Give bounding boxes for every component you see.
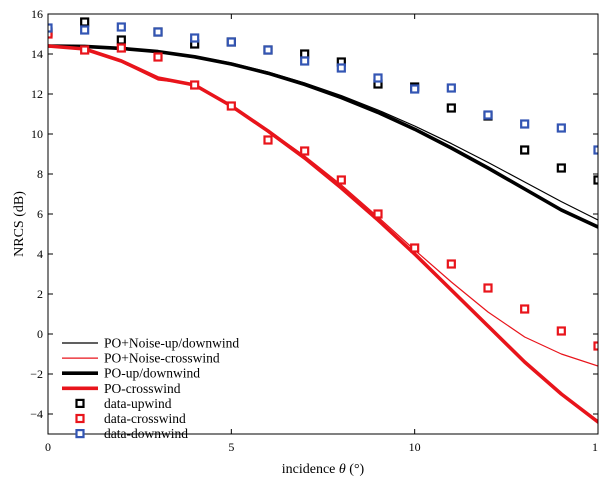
data-upwind-point [593, 175, 598, 185]
legend-entry-po-crosswind: PO-crosswind [62, 381, 181, 396]
axes-frame [47, 13, 599, 435]
y-tick-label: 0 [37, 327, 43, 341]
data-crosswind-point [226, 101, 236, 111]
data-downwind-point [300, 56, 310, 66]
data-downwind-point [153, 27, 163, 37]
data-crosswind-point [410, 243, 420, 253]
legend-label: PO-crosswind [104, 381, 181, 396]
data-upwind-point [556, 163, 566, 173]
data-downwind-point [593, 145, 598, 155]
x-tick-label: 0 [45, 440, 51, 454]
data-crosswind-point [153, 52, 163, 62]
y-tick-label: 4 [37, 247, 43, 261]
x-axis-label-prefix: incidence [282, 462, 339, 477]
data-downwind-point [336, 63, 346, 73]
legend-label: data-crosswind [104, 411, 186, 426]
data-downwind-point [410, 84, 420, 94]
legend-entry-data-upwind: data-upwind [75, 396, 172, 411]
data-crosswind-point [556, 326, 566, 336]
data-downwind-point [263, 45, 273, 55]
legend-entry-po-noise-up-downwind: PO+Noise-up/downwind [62, 336, 239, 351]
data-crosswind-point [520, 304, 530, 314]
data-downwind-point [48, 23, 53, 33]
data-downwind-point [226, 37, 236, 47]
data-crosswind-point [300, 146, 310, 156]
data-downwind-markers [48, 22, 598, 155]
data-crosswind-point [48, 29, 53, 39]
x-axis-label: incidence θ (°) [282, 462, 365, 477]
data-crosswind-point [336, 175, 346, 185]
data-downwind-point [446, 83, 456, 93]
data-downwind-point [190, 33, 200, 43]
data-upwind-point [520, 145, 530, 155]
x-axis-label-suffix: (°) [346, 462, 365, 477]
data-crosswind-point [373, 209, 383, 219]
x-axis-label-symbol: θ [339, 462, 346, 477]
y-tick-label: 2 [37, 287, 43, 301]
legend-swatch-marker [75, 398, 85, 408]
axes-box [47, 13, 599, 435]
po-up-downwind-line [48, 44, 598, 229]
plot-background [48, 14, 598, 434]
data-crosswind-point [593, 341, 598, 351]
data-crosswind-markers [48, 29, 598, 351]
y-tick-label: 8 [37, 167, 43, 181]
legend-label: PO-up/downwind [104, 366, 200, 381]
data-downwind-point [80, 25, 90, 35]
data-downwind-point [116, 22, 126, 32]
tick-layer: 0 5 10 1 −4 −2 0 2 4 6 8 10 12 14 16 [30, 7, 599, 454]
data-crosswind-point [116, 43, 126, 53]
legend-entry-data-downwind: data-downwind [75, 426, 188, 441]
y-tick-label: 10 [31, 127, 43, 141]
x-tick-label: 1 [592, 440, 598, 454]
y-tick-label: −2 [30, 367, 43, 381]
x-tick-label: 5 [228, 440, 234, 454]
po-crosswind-line [48, 44, 598, 424]
data-crosswind-point [483, 283, 493, 293]
legend-entry-po-noise-crosswind: PO+Noise-crosswind [62, 351, 220, 366]
legend: PO+Noise-up/downwindPO+Noise-crosswindPO… [62, 336, 239, 441]
y-tick-label: 12 [31, 87, 43, 101]
data-upwind-point [446, 103, 456, 113]
data-crosswind-point [80, 45, 90, 55]
legend-label: data-upwind [104, 396, 172, 411]
data-upwind-point [80, 17, 90, 27]
data-crosswind-point [446, 259, 456, 269]
legend-swatch-marker [75, 429, 85, 439]
data-downwind-point [520, 119, 530, 129]
x-tick-label: 10 [409, 440, 421, 454]
data-downwind-point [373, 73, 383, 83]
legend-swatch-marker [75, 413, 85, 424]
legend-label: PO+Noise-crosswind [104, 351, 220, 366]
data-downwind-point [556, 123, 566, 133]
legend-entry-po-up-downwind: PO-up/downwind [62, 366, 200, 381]
data-downwind-point [483, 110, 493, 120]
legend-label: data-downwind [104, 426, 188, 441]
y-tick-label: −4 [30, 407, 43, 421]
data-crosswind-point [190, 80, 200, 90]
legend-entry-data-crosswind: data-crosswind [75, 411, 186, 426]
legend-label: PO+Noise-up/downwind [104, 336, 239, 351]
series-layer [48, 17, 598, 424]
y-tick-label: 6 [37, 207, 43, 221]
data-crosswind-point [263, 135, 273, 145]
y-tick-label: 14 [31, 47, 43, 61]
data-upwind-point [116, 35, 126, 45]
y-tick-label: 16 [31, 7, 43, 21]
y-axis-label: NRCS (dB) [12, 191, 27, 257]
